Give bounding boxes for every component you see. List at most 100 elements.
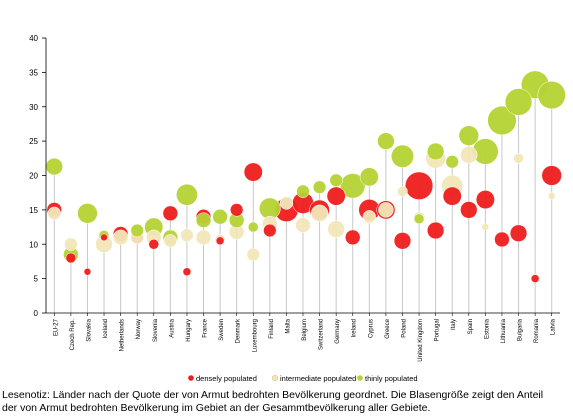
x-tick-label: Netherlands — [120, 319, 126, 351]
x-tick-label: Portugal — [435, 319, 441, 341]
bubble-densely-populated — [494, 231, 510, 248]
bubble-thinly-populated — [212, 209, 228, 225]
bubble-densely-populated — [530, 274, 540, 283]
bubble-thinly-populated — [195, 212, 212, 228]
reading-note: Lesenotiz: Länder nach der Quote der von… — [2, 389, 571, 414]
bubble-densely-populated — [230, 203, 244, 217]
bubble-thinly-populated — [176, 183, 198, 206]
bubble-intermediate-populated — [295, 217, 311, 233]
bubble-densely-populated — [243, 162, 263, 182]
bubble-thinly-populated — [130, 223, 144, 238]
bubble-thinly-populated — [359, 167, 379, 187]
bubble-densely-populated — [345, 229, 361, 246]
bubble-intermediate-populated — [47, 206, 61, 220]
x-tick-label: Spain — [468, 319, 474, 334]
bubble-densely-populated — [393, 232, 412, 250]
x-tick-label: Estonia — [484, 318, 490, 339]
x-tick-label: Switzerland — [319, 319, 325, 350]
y-axis: 0 5 10 15 20 25 30 35 40 — [29, 34, 560, 318]
y-tick-label: 20 — [29, 172, 38, 181]
bubble-intermediate-populated — [481, 223, 490, 231]
bubble-thinly-populated — [426, 142, 445, 161]
reading-note-line-2: der von Armut bedrohten Bevölkerung im G… — [2, 401, 431, 414]
bubble-densely-populated — [460, 201, 478, 219]
bubble-thinly-populated — [504, 88, 533, 116]
x-tick-label: Hungary — [186, 319, 192, 342]
y-tick-label: 10 — [29, 240, 38, 249]
bubbles — [45, 70, 566, 283]
x-tick-label: Sweden — [219, 319, 225, 341]
bubble-intermediate-populated — [180, 228, 194, 242]
legend-thinly-label: thinly populated — [365, 374, 418, 383]
bubble-thinly-populated — [77, 203, 98, 224]
bubble-densely-populated — [100, 233, 108, 242]
bubble-intermediate-populated — [547, 192, 556, 200]
x-tick-label: Slovakia — [86, 318, 92, 341]
bubble-thinly-populated — [248, 221, 259, 233]
x-tick-label: Belgium — [302, 319, 308, 341]
bubble-thinly-populated — [487, 105, 517, 136]
bubble-densely-populated — [263, 223, 277, 238]
bubble-thinly-populated — [458, 125, 479, 146]
x-tick-label: Finland — [269, 319, 275, 339]
y-tick-label: 30 — [29, 103, 38, 112]
bubble-densely-populated — [442, 186, 462, 206]
y-tick-label: 40 — [29, 34, 38, 43]
bubble-thinly-populated — [312, 180, 327, 194]
bubble-thinly-populated — [413, 213, 425, 225]
x-tick-label: Ireland — [352, 319, 358, 337]
reading-note-line-1: Lesenotiz: Länder nach der Quote der von… — [2, 389, 544, 401]
bubble-densely-populated — [426, 221, 445, 240]
bubble-densely-populated — [541, 165, 562, 186]
bubble-densely-populated — [326, 186, 346, 206]
x-tick-label: Greece — [385, 318, 391, 338]
bubble-densely-populated — [162, 205, 179, 222]
bubble-intermediate-populated — [310, 204, 329, 222]
legend-densely-marker — [188, 375, 194, 381]
bubble-intermediate-populated — [195, 229, 212, 246]
legend: densely populated intermediate populated… — [188, 374, 418, 383]
x-tick-label: Latvia — [551, 318, 557, 335]
bubble-intermediate-populated — [246, 247, 260, 262]
bubble-intermediate-populated — [378, 202, 394, 218]
bubble-intermediate-populated — [163, 234, 178, 248]
x-tick-label: Czech Rep. — [70, 319, 76, 351]
bubble-densely-populated — [83, 268, 92, 276]
x-tick-label: Norway — [136, 319, 142, 339]
bubble-thinly-populated — [445, 155, 459, 169]
bubble-intermediate-populated — [279, 196, 294, 210]
bubble-intermediate-populated — [460, 146, 478, 164]
bubble-thinly-populated — [296, 184, 310, 198]
x-tick-label: Lithuania — [501, 318, 507, 343]
legend-densely-label: densely populated — [196, 374, 257, 383]
bubble-thinly-populated — [329, 173, 343, 187]
x-tick-label: Slovenia — [153, 318, 159, 342]
bubble-densely-populated — [182, 267, 192, 277]
bubble-densely-populated — [509, 224, 528, 242]
bubble-densely-populated — [65, 252, 77, 264]
bubble-thinly-populated — [537, 80, 566, 110]
x-tick-label: Luxembourg — [252, 319, 258, 352]
y-tick-label: 5 — [34, 275, 39, 284]
bubble-intermediate-populated — [362, 210, 376, 224]
x-tick-label: Iceland — [103, 319, 109, 338]
x-tick-label: Italy — [451, 319, 457, 330]
x-tick-label: Germany — [335, 319, 341, 344]
legend-intermediate-marker — [271, 374, 279, 382]
x-tick-label: Poland — [401, 319, 407, 338]
x-tick-label: Denmark — [236, 318, 242, 343]
bubble-intermediate-populated — [397, 186, 408, 197]
bubble-thinly-populated — [340, 173, 366, 199]
x-tick-label: Bulgaria — [518, 318, 524, 341]
x-tick-label: Austria — [169, 318, 175, 337]
y-tick-label: 15 — [29, 206, 38, 215]
bubble-intermediate-populated — [112, 229, 129, 246]
y-tick-label: 0 — [34, 309, 39, 318]
x-tick-label: EU-27 — [53, 318, 59, 336]
y-tick-label: 25 — [29, 137, 38, 146]
bubble-densely-populated — [404, 171, 434, 200]
bubble-densely-populated — [475, 190, 495, 210]
bubble-densely-populated — [215, 236, 225, 246]
x-tick-labels: EU-27 Czech Rep. Slovakia Iceland Netherland… — [53, 318, 556, 362]
